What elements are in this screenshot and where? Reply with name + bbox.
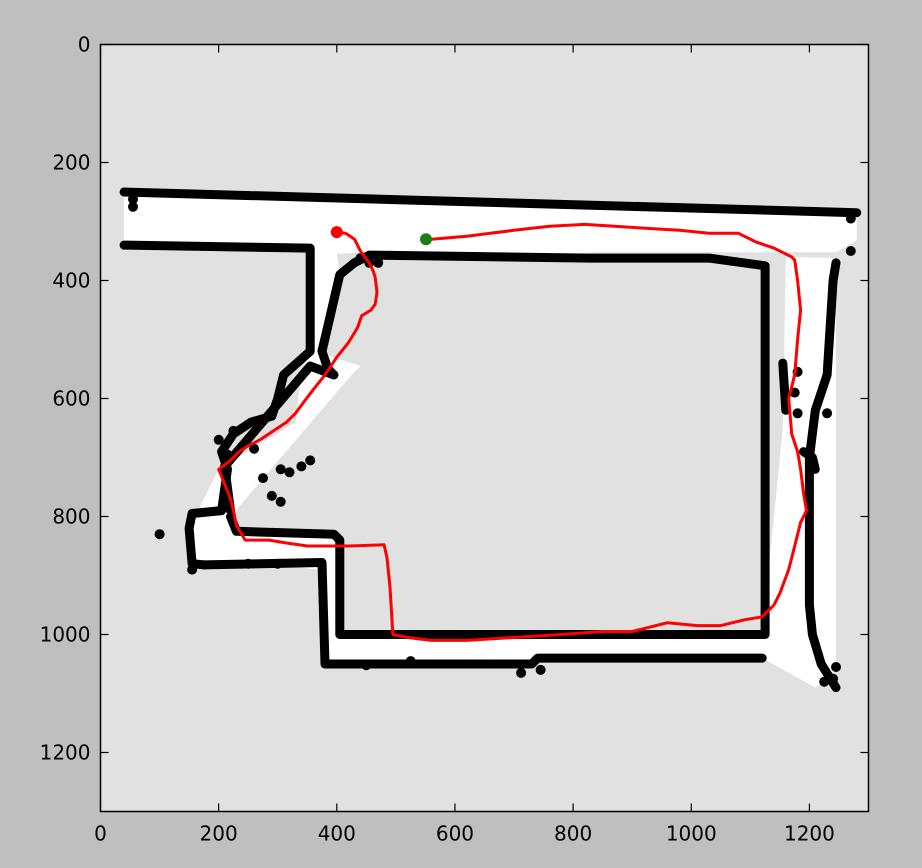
x-axis: 0 200 400 600 800 1000 1200 bbox=[94, 44, 835, 846]
obstacle-blob-20 bbox=[258, 473, 268, 484]
obstacle-blob-4 bbox=[792, 408, 803, 419]
y-tick-label: 800 bbox=[52, 505, 90, 529]
y-tick-label: 1000 bbox=[40, 623, 91, 647]
x-tick-label: 1200 bbox=[784, 822, 835, 846]
obstacle-blob-27 bbox=[228, 425, 239, 436]
wall-5 bbox=[804, 258, 841, 693]
wall-2 bbox=[226, 250, 770, 639]
obstacle-blob-26 bbox=[305, 455, 316, 466]
obstacle-blob-17 bbox=[213, 434, 224, 445]
x-tick-label: 600 bbox=[436, 822, 474, 846]
plot-frame bbox=[99, 43, 870, 813]
goal-marker bbox=[420, 233, 432, 246]
x-tick-label: 200 bbox=[200, 822, 238, 846]
obstacle-blob-11 bbox=[405, 656, 416, 667]
x-tick-label: 400 bbox=[318, 822, 356, 846]
obstacle-blob-28 bbox=[128, 194, 138, 205]
marker-layer bbox=[330, 226, 432, 246]
obstacle-blob-14 bbox=[243, 558, 254, 569]
obstacle-blob-22 bbox=[284, 467, 295, 478]
obstacle-blob-1 bbox=[845, 246, 856, 256]
obstacle-blob-25 bbox=[296, 461, 307, 472]
obstacle-blob-24 bbox=[275, 496, 286, 507]
x-tick-label: 1000 bbox=[666, 822, 717, 846]
obstacle-blob-29 bbox=[128, 201, 138, 212]
wall-0 bbox=[119, 187, 862, 218]
obstacle-blob-6 bbox=[828, 673, 839, 684]
obstacle-blob-13 bbox=[272, 558, 283, 569]
obstacle-blob-15 bbox=[187, 564, 198, 575]
path-layer bbox=[217, 222, 808, 642]
y-tick-label: 0 bbox=[78, 33, 91, 57]
start-marker bbox=[330, 226, 343, 239]
wall-4 bbox=[199, 558, 767, 669]
plot-area-background bbox=[100, 44, 869, 812]
obstacle-blob-7 bbox=[822, 408, 833, 419]
obstacle-blob-18 bbox=[222, 449, 233, 460]
y-tick-label: 200 bbox=[52, 151, 90, 175]
obstacle-blob-32 bbox=[373, 257, 384, 268]
obstacle-layer bbox=[119, 187, 862, 693]
obstacle-blob-10 bbox=[516, 667, 527, 678]
x-tick-label: 0 bbox=[94, 822, 107, 846]
obstacle-blob-5 bbox=[819, 676, 830, 687]
obstacle-blob-19 bbox=[249, 443, 260, 454]
x-tick-label: 800 bbox=[554, 822, 592, 846]
y-axis: 0 200 400 600 800 1000 1200 bbox=[40, 33, 869, 765]
wall-7 bbox=[778, 358, 791, 415]
obstacle-blob-23 bbox=[266, 490, 277, 501]
obstacle-blob-16 bbox=[154, 529, 165, 540]
obstacle-blob-0 bbox=[845, 213, 856, 224]
path-line bbox=[217, 222, 808, 642]
obstacle-blob-12 bbox=[361, 660, 372, 671]
obstacle-blob-9 bbox=[535, 664, 546, 675]
y-tick-label: 600 bbox=[52, 387, 90, 411]
y-tick-label: 400 bbox=[52, 269, 90, 293]
wall-6 bbox=[799, 447, 820, 474]
obstacle-blob-8 bbox=[831, 662, 841, 672]
y-tick-label: 1200 bbox=[40, 741, 91, 765]
obstacle-blob-21 bbox=[275, 464, 286, 475]
